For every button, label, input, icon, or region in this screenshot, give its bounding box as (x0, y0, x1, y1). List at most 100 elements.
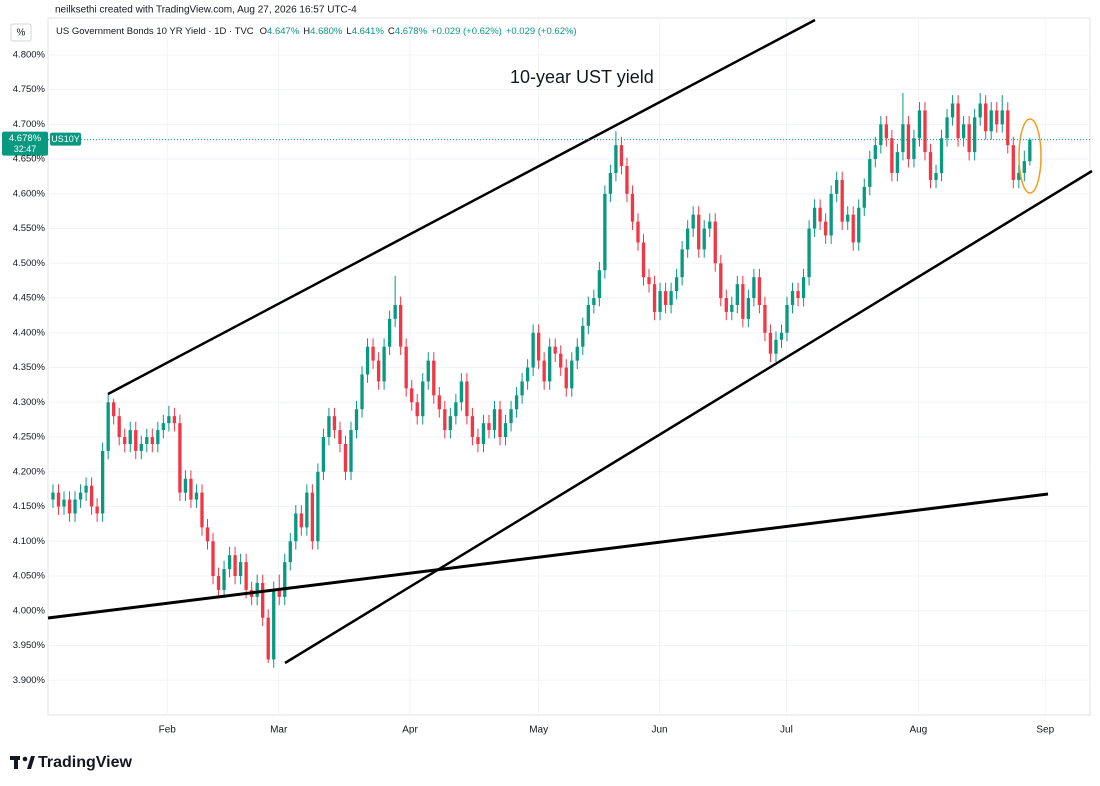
candle-body (989, 110, 993, 132)
candle-body (415, 402, 419, 417)
candle-body (387, 318, 392, 347)
x-tick-label: Jun (651, 725, 667, 736)
candle-body (283, 562, 287, 597)
last-price-box (2, 131, 48, 156)
candle-body (790, 291, 795, 305)
candle-body (1000, 110, 1004, 125)
candle-body (697, 214, 701, 250)
candle-body (106, 402, 110, 451)
candle-body (548, 346, 552, 382)
candle-body (873, 145, 877, 160)
candle-body (829, 193, 833, 236)
candle-body (272, 589, 276, 660)
x-tick-label: Feb (159, 725, 177, 736)
candle-body (984, 103, 988, 132)
candle-body (354, 409, 359, 431)
candle-body (183, 478, 188, 493)
candle-body (741, 284, 745, 319)
candle-body (211, 541, 215, 577)
candle-body (382, 346, 386, 382)
candle-body (536, 332, 541, 361)
candle-body (647, 277, 651, 285)
candle-body (178, 423, 182, 493)
y-tick-label: 4.650% (13, 154, 46, 165)
y-tick-label: 4.550% (13, 223, 46, 234)
candle-body (432, 360, 436, 396)
y-tick-label: 4.600% (13, 188, 46, 199)
candle-body (73, 499, 77, 514)
candle-body (393, 305, 397, 319)
candle-body (674, 277, 679, 292)
y-tick-label: 4.700% (13, 119, 46, 130)
legend: US Government Bonds 10 YR Yield · 1D · T… (56, 26, 577, 37)
candle-body (702, 228, 706, 250)
candle-body (134, 430, 138, 451)
brand: TradingView (38, 754, 133, 771)
candle-body (426, 360, 430, 382)
candle-body (851, 214, 855, 243)
candle-body (321, 437, 326, 472)
brand-logo (10, 756, 35, 769)
candle-body (78, 492, 83, 500)
candle-body (277, 589, 281, 597)
candle-body (194, 492, 199, 500)
candle-body (89, 485, 94, 507)
candle-body (421, 381, 425, 417)
candle-body (669, 291, 673, 305)
candle-body (564, 367, 568, 389)
candle-body (316, 471, 320, 542)
candle-body (244, 562, 248, 590)
legend-field-label: L (346, 26, 351, 37)
candle-body (592, 298, 596, 305)
candle-body (56, 492, 61, 507)
candle-body (823, 221, 828, 236)
candle-body (371, 346, 375, 361)
highlight-ellipse (1018, 118, 1042, 194)
candle-body (972, 117, 977, 153)
candle-body (658, 291, 662, 312)
candle-body (117, 416, 121, 438)
x-tick-label: Sep (1036, 725, 1054, 736)
price-marker: 4.678%32:47 US10Y (2, 131, 1090, 156)
y-tick-label: 4.800% (13, 49, 46, 60)
candle-body (746, 298, 751, 319)
candle-body (586, 305, 590, 326)
x-tick-label: May (529, 725, 548, 736)
candle-body (686, 228, 690, 250)
legend-change: +0.029 (+0.62%) (431, 26, 502, 37)
candle-body (227, 555, 232, 570)
y-tick-label: 4.750% (13, 84, 46, 95)
candle-body (376, 360, 381, 382)
candle-body (928, 152, 933, 180)
candle-body (294, 513, 298, 542)
candle-body (349, 430, 353, 472)
candle-body (1006, 110, 1010, 146)
candle-body (509, 409, 513, 424)
candle-body (288, 541, 292, 563)
candle-body (719, 263, 723, 299)
candle-body (1011, 145, 1015, 180)
candle-body (708, 221, 712, 229)
candle-body (95, 506, 99, 514)
candle-body (266, 617, 270, 660)
symbol-tag-box (50, 132, 81, 146)
candle-body (189, 478, 193, 500)
legend-field-value: 4.647% (267, 26, 300, 37)
candle-body (812, 207, 817, 229)
legend-field-value: 4.678% (395, 26, 428, 37)
candle-body (884, 124, 889, 139)
candle-body (100, 450, 105, 514)
candle-body (575, 346, 579, 361)
candle-body (255, 582, 259, 597)
candle-body (167, 416, 171, 424)
annotation: 10-year UST yield (510, 67, 654, 87)
candle-body (205, 527, 210, 542)
candle-body (1022, 161, 1026, 173)
candle-body (498, 409, 502, 438)
x-tick-label: Mar (270, 725, 288, 736)
unit-button[interactable] (10, 23, 32, 42)
y-tick-label: 4.400% (13, 327, 46, 338)
candle-body (901, 124, 905, 153)
candle-body (553, 346, 557, 354)
candle-body (161, 423, 166, 431)
